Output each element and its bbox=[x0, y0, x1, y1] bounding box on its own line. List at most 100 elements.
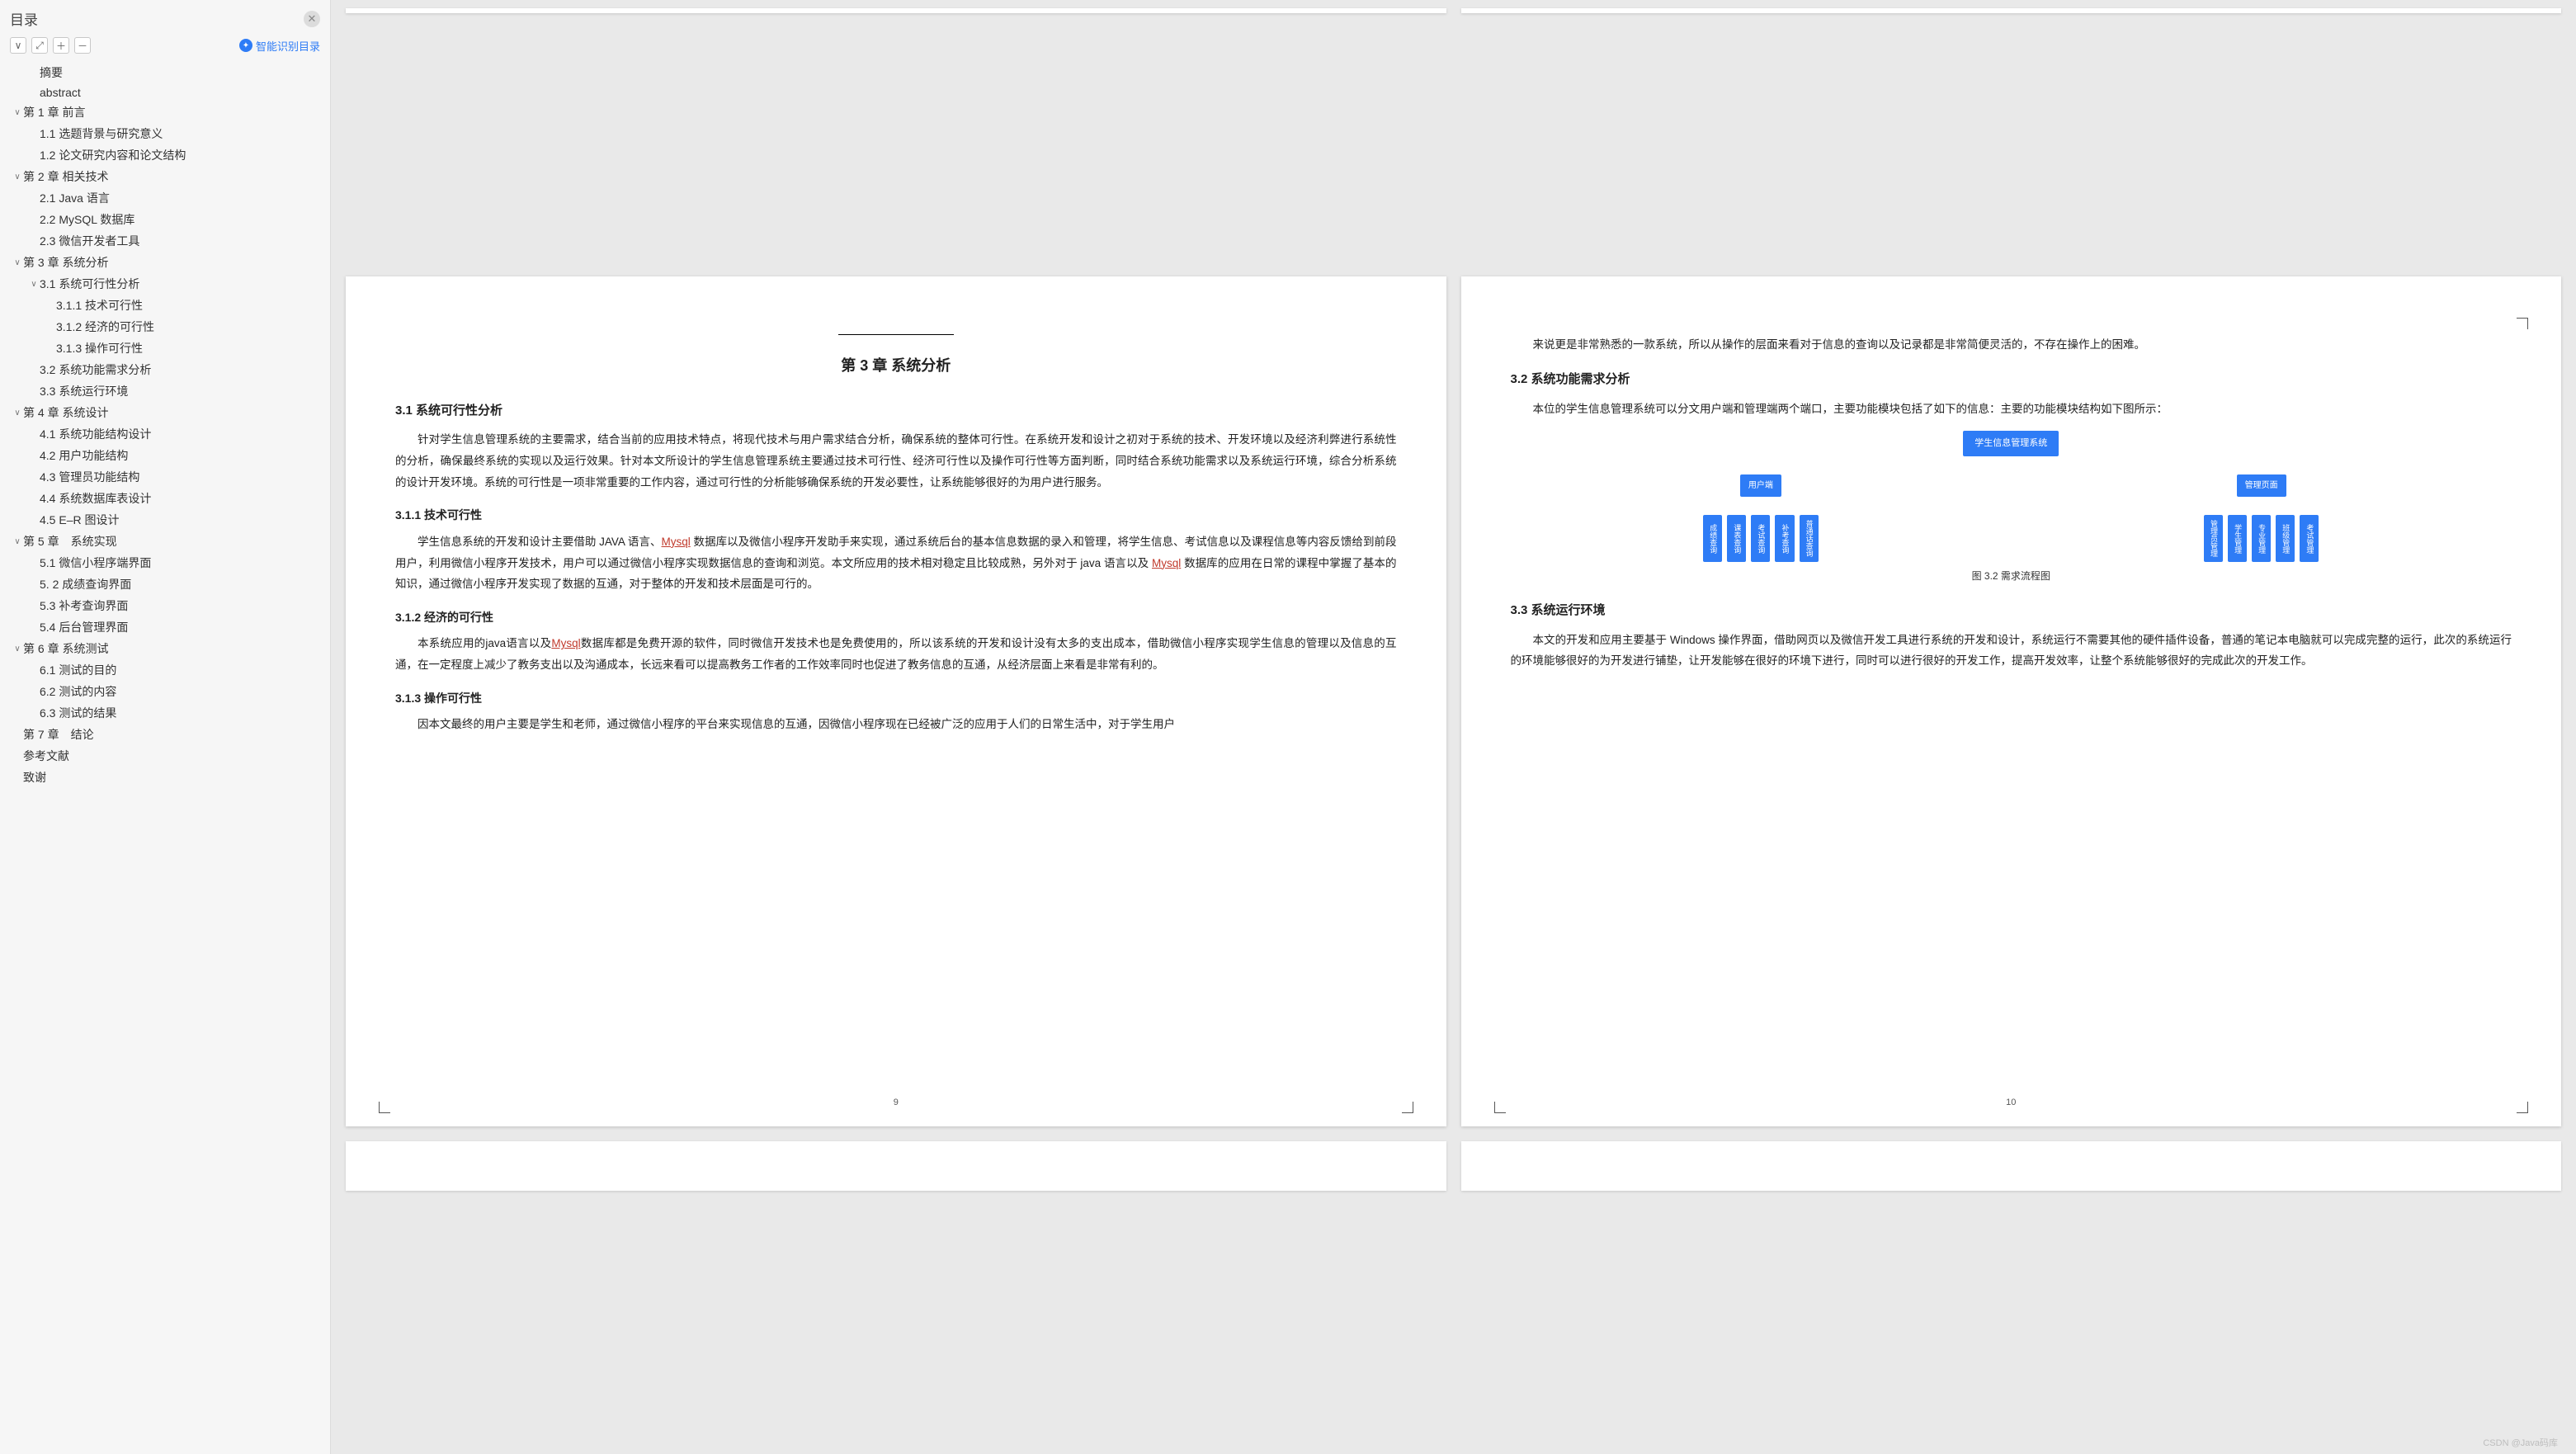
toc-item[interactable]: 第 7 章 结论 bbox=[5, 724, 325, 745]
diagram-leaf: 普通话查询 bbox=[1800, 515, 1819, 562]
toc-item-label: 第 5 章 系统实现 bbox=[23, 533, 117, 550]
toc-item-label: 5.1 微信小程序端界面 bbox=[40, 555, 151, 571]
chevron-down-icon[interactable]: ∨ bbox=[12, 537, 23, 546]
diagram-leaf: 学生管理 bbox=[2228, 515, 2247, 562]
para-3-2: 本位的学生信息管理系统可以分文用户端和管理端两个端口，主要功能模块包括了如下的信… bbox=[1511, 399, 2512, 420]
next-page-strip-right bbox=[1461, 1141, 2562, 1191]
sidebar-header: 目录 ✕ bbox=[0, 0, 330, 34]
toc-item-label: abstract bbox=[40, 86, 81, 99]
toc-item[interactable]: ∨第 2 章 相关技术 bbox=[5, 166, 325, 187]
toc-item[interactable]: 5. 2 成绩查询界面 bbox=[5, 574, 325, 595]
toc-item-label: 4.2 用户功能结构 bbox=[40, 447, 128, 464]
section-3-2: 3.2 系统功能需求分析 bbox=[1511, 368, 2512, 392]
toc-item[interactable]: 6.1 测试的目的 bbox=[5, 659, 325, 681]
page-number-left: 9 bbox=[346, 1094, 1446, 1112]
toc-item[interactable]: 5.4 后台管理界面 bbox=[5, 616, 325, 638]
toc-item-label: 6.1 测试的目的 bbox=[40, 662, 116, 678]
toc-item[interactable]: ∨第 5 章 系统实现 bbox=[5, 531, 325, 552]
collapse-button[interactable]: ∨ bbox=[10, 37, 26, 54]
toc-item-label: 4.4 系统数据库表设计 bbox=[40, 490, 151, 507]
page-canvas[interactable]: 第 3 章 系统分析 3.1 系统可行性分析 针对学生信息管理系统的主要需求，结… bbox=[331, 0, 2576, 1454]
toc-item[interactable]: abstract bbox=[5, 83, 325, 101]
toc-item[interactable]: 6.2 测试的内容 bbox=[5, 681, 325, 702]
page-left: 第 3 章 系统分析 3.1 系统可行性分析 针对学生信息管理系统的主要需求，结… bbox=[346, 276, 1446, 1127]
toc-item-label: 第 6 章 系统测试 bbox=[23, 640, 108, 657]
diagram-leaf: 专业管理 bbox=[2252, 515, 2271, 562]
toc-item[interactable]: 4.3 管理员功能结构 bbox=[5, 466, 325, 488]
chevron-down-icon[interactable]: ∨ bbox=[28, 280, 40, 289]
toc-item[interactable]: ∨第 1 章 前言 bbox=[5, 101, 325, 123]
toc-item[interactable]: 4.5 E–R 图设计 bbox=[5, 509, 325, 531]
toc-item[interactable]: 3.1.1 技术可行性 bbox=[5, 295, 325, 316]
section-3-1-1: 3.1.1 技术可行性 bbox=[395, 504, 1397, 526]
diagram-leaf: 考试查询 bbox=[1751, 515, 1770, 562]
add-button[interactable]: ＋ bbox=[53, 37, 69, 54]
requirements-diagram: 学生信息管理系统用户端成绩查询课表查询考试查询补考查询普通话查询管理页面管理员管… bbox=[1511, 431, 2512, 562]
chevron-down-icon[interactable]: ∨ bbox=[12, 644, 23, 654]
chevron-down-icon[interactable]: ∨ bbox=[12, 258, 23, 267]
page-number-right: 10 bbox=[1461, 1094, 2562, 1112]
toc-item-label: 2.2 MySQL 数据库 bbox=[40, 211, 134, 228]
toc-item[interactable]: ∨3.1 系统可行性分析 bbox=[5, 273, 325, 295]
toc-item[interactable]: 4.2 用户功能结构 bbox=[5, 445, 325, 466]
toc-item[interactable]: ∨第 3 章 系统分析 bbox=[5, 252, 325, 273]
toc-item[interactable]: 3.2 系统功能需求分析 bbox=[5, 359, 325, 380]
para-3-1-1: 学生信息系统的开发和设计主要借助 JAVA 语言、Mysql 数据库以及微信小程… bbox=[395, 531, 1397, 595]
toc-item-label: 第 1 章 前言 bbox=[23, 104, 85, 120]
sidebar-title: 目录 bbox=[10, 8, 38, 29]
chevron-down-icon[interactable]: ∨ bbox=[12, 408, 23, 418]
diagram-root: 学生信息管理系统 bbox=[1963, 431, 2059, 456]
sidebar-toolbar: ∨ ⤢ ＋ － ✦ 智能识别目录 bbox=[0, 34, 330, 62]
diagram-branch: 管理页面 bbox=[2237, 474, 2286, 497]
toc-item[interactable]: 6.3 测试的结果 bbox=[5, 702, 325, 724]
toc-item[interactable]: 参考文献 bbox=[5, 745, 325, 767]
section-3-3: 3.3 系统运行环境 bbox=[1511, 599, 2512, 623]
toc-item-label: 6.3 测试的结果 bbox=[40, 705, 116, 721]
toc-item[interactable]: 1.2 论文研究内容和论文结构 bbox=[5, 144, 325, 166]
toc-item-label: 3.3 系统运行环境 bbox=[40, 383, 128, 399]
toc-item[interactable]: ∨第 4 章 系统设计 bbox=[5, 402, 325, 423]
page-right: 来说更是非常熟悉的一款系统，所以从操作的层面来看对于信息的查询以及记录都是非常简… bbox=[1461, 276, 2562, 1127]
remove-button[interactable]: － bbox=[74, 37, 91, 54]
toc-item-label: 第 4 章 系统设计 bbox=[23, 404, 108, 421]
toc-item-label: 第 2 章 相关技术 bbox=[23, 168, 108, 185]
chevron-down-icon[interactable]: ∨ bbox=[12, 172, 23, 182]
toc-item-label: 3.1.2 经济的可行性 bbox=[56, 319, 154, 335]
toc-item[interactable]: 2.1 Java 语言 bbox=[5, 187, 325, 209]
diagram-leaf: 补考查询 bbox=[1775, 515, 1794, 562]
toc-item[interactable]: 5.3 补考查询界面 bbox=[5, 595, 325, 616]
toc-item[interactable]: 2.2 MySQL 数据库 bbox=[5, 209, 325, 230]
toc-item[interactable]: 摘要 bbox=[5, 62, 325, 83]
prev-page-strip-left bbox=[346, 8, 1446, 13]
chapter-title: 第 3 章 系统分析 bbox=[395, 352, 1397, 380]
smart-toc-link[interactable]: ✦ 智能识别目录 bbox=[239, 38, 320, 54]
chevron-down-icon[interactable]: ∨ bbox=[12, 108, 23, 117]
prev-page-strip-right bbox=[1461, 8, 2562, 13]
toc-item-label: 2.3 微信开发者工具 bbox=[40, 233, 139, 249]
toc-item-label: 第 3 章 系统分析 bbox=[23, 254, 108, 271]
para-3-3: 本文的开发和应用主要基于 Windows 操作界面，借助网页以及微信开发工具进行… bbox=[1511, 630, 2512, 672]
diagram-branch: 用户端 bbox=[1740, 474, 1781, 497]
toc-item[interactable]: 4.1 系统功能结构设计 bbox=[5, 423, 325, 445]
toc-item[interactable]: 1.1 选题背景与研究意义 bbox=[5, 123, 325, 144]
toc-item[interactable]: 3.1.2 经济的可行性 bbox=[5, 316, 325, 338]
toc-item-label: 第 7 章 结论 bbox=[23, 726, 94, 743]
toc-item-label: 3.1.3 操作可行性 bbox=[56, 340, 143, 356]
toc-item[interactable]: 3.3 系统运行环境 bbox=[5, 380, 325, 402]
toc-item[interactable]: 5.1 微信小程序端界面 bbox=[5, 552, 325, 574]
toc-item[interactable]: 2.3 微信开发者工具 bbox=[5, 230, 325, 252]
toc-item-label: 1.2 论文研究内容和论文结构 bbox=[40, 147, 186, 163]
close-icon[interactable]: ✕ bbox=[304, 11, 320, 27]
toc-item-label: 3.2 系统功能需求分析 bbox=[40, 361, 151, 378]
next-page-strip-left bbox=[346, 1141, 1446, 1191]
toc-item[interactable]: 致谢 bbox=[5, 767, 325, 788]
image-button[interactable]: ⤢ bbox=[31, 37, 48, 54]
toc-item-label: 5. 2 成绩查询界面 bbox=[40, 576, 131, 592]
watermark: CSDN @Java码库 bbox=[2483, 1436, 2558, 1449]
highlight-mysql-1: Mysql bbox=[662, 536, 691, 548]
toc-item[interactable]: ∨第 6 章 系统测试 bbox=[5, 638, 325, 659]
toc-item[interactable]: 3.1.3 操作可行性 bbox=[5, 338, 325, 359]
para-3-1-3: 因本文最终的用户主要是学生和老师，通过微信小程序的平台来实现信息的互通，因微信小… bbox=[395, 714, 1397, 735]
toc-item[interactable]: 4.4 系统数据库表设计 bbox=[5, 488, 325, 509]
para-3-1-2: 本系统应用的java语言以及Mysql数据库都是免费开源的软件，同时微信开发技术… bbox=[395, 633, 1397, 675]
